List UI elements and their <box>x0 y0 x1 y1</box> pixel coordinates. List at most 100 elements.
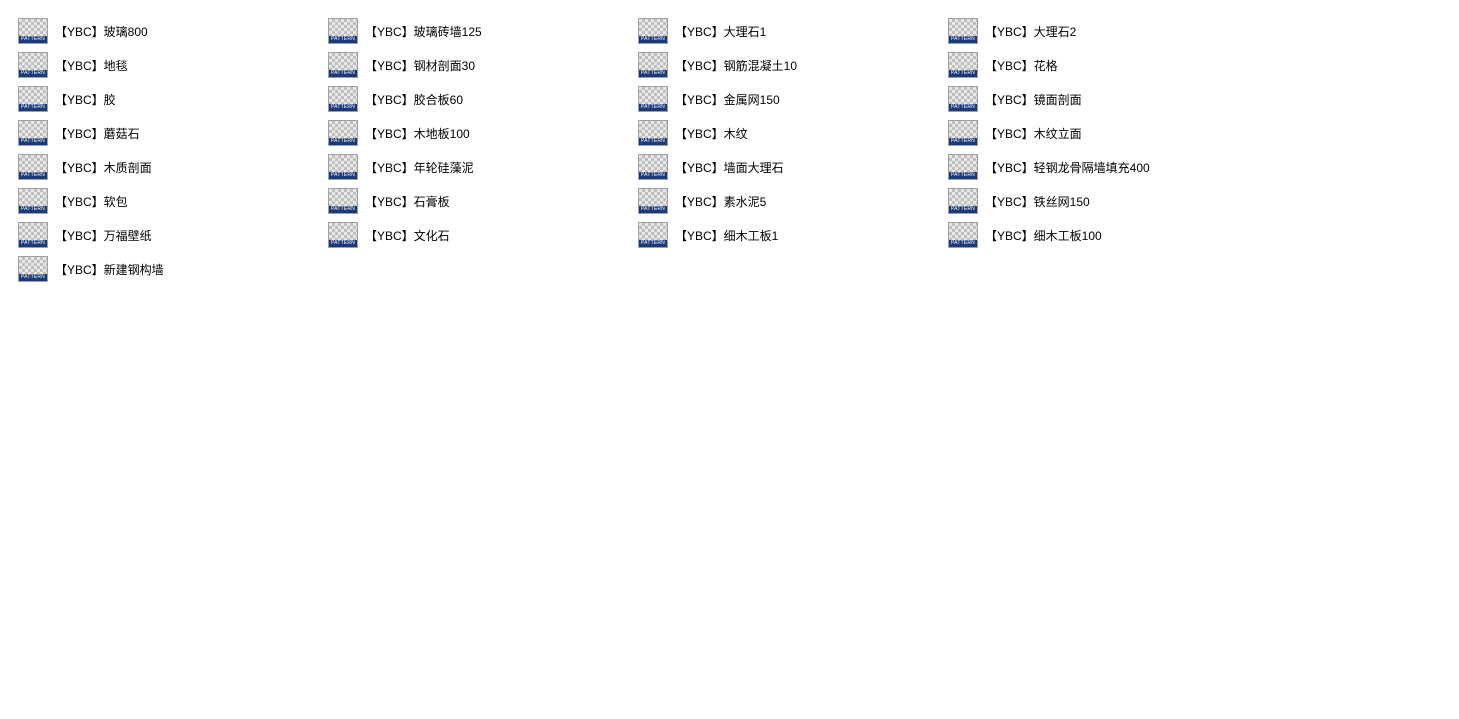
icon-badge: PATTERN <box>19 240 47 247</box>
pattern-icon: PATTERN <box>18 18 48 44</box>
pattern-item[interactable]: PATTERN 【YBC】铁丝网150 <box>948 184 1258 218</box>
checker-swatch <box>329 53 357 70</box>
checker-swatch <box>19 19 47 36</box>
pattern-item-label: 【YBC】木纹 <box>675 125 748 142</box>
checker-swatch <box>639 223 667 240</box>
pattern-item[interactable]: PATTERN 【YBC】石膏板 <box>328 184 638 218</box>
pattern-item[interactable]: PATTERN【YBC】胶 <box>18 82 328 116</box>
empty-cell <box>328 252 638 286</box>
pattern-item[interactable]: PATTERN 【YBC】木地板100 <box>328 116 638 150</box>
pattern-item-label: 【YBC】细木工板100 <box>985 227 1102 244</box>
checker-swatch <box>19 223 47 240</box>
pattern-icon: PATTERN <box>638 120 668 146</box>
pattern-item[interactable]: PATTERN【YBC】金属网150 <box>638 82 948 116</box>
pattern-item[interactable]: PATTERN 【YBC】钢材剖面30 <box>328 48 638 82</box>
icon-badge: PATTERN <box>329 206 357 213</box>
icon-badge: PATTERN <box>329 240 357 247</box>
icon-badge: PATTERN <box>329 104 357 111</box>
pattern-icon: PATTERN <box>638 18 668 44</box>
icon-badge: PATTERN <box>639 104 667 111</box>
pattern-item[interactable]: PATTERN【YBC】胶合板60 <box>328 82 638 116</box>
icon-badge: PATTERN <box>949 138 977 145</box>
pattern-item-label: 【YBC】石膏板 <box>365 193 450 210</box>
icon-badge: PATTERN <box>639 240 667 247</box>
checker-swatch <box>19 87 47 104</box>
checker-swatch <box>639 53 667 70</box>
pattern-icon: PATTERN <box>328 52 358 78</box>
pattern-item[interactable]: PATTERN 【YBC】细木工板1 <box>638 218 948 252</box>
pattern-icon: PATTERN <box>328 18 358 44</box>
pattern-icon: PATTERN <box>328 188 358 214</box>
icon-badge: PATTERN <box>329 36 357 43</box>
pattern-item[interactable]: PATTERN 【YBC】年轮硅藻泥 <box>328 150 638 184</box>
pattern-icon: PATTERN <box>638 154 668 180</box>
pattern-grid: PATTERN【YBC】玻璃800PATTERN【YBC】玻璃砖墙125PATT… <box>0 0 1459 286</box>
pattern-item[interactable]: PATTERN【YBC】玻璃砖墙125 <box>328 14 638 48</box>
checker-swatch <box>19 121 47 138</box>
pattern-item[interactable]: PATTERN【YBC】软包 <box>18 184 328 218</box>
pattern-item-label: 【YBC】细木工板1 <box>675 227 778 244</box>
pattern-item-label: 【YBC】花格 <box>985 57 1058 74</box>
pattern-item-label: 【YBC】木地板100 <box>365 125 470 142</box>
pattern-item[interactable]: PATTERN【YBC】镜面剖面 <box>948 82 1258 116</box>
pattern-icon: PATTERN <box>638 222 668 248</box>
checker-swatch <box>329 189 357 206</box>
pattern-icon: PATTERN <box>948 86 978 112</box>
checker-swatch <box>949 121 977 138</box>
pattern-item[interactable]: PATTERN 【YBC】玻璃800 <box>18 14 328 48</box>
pattern-item-label: 【YBC】软包 <box>55 193 128 210</box>
pattern-icon: PATTERN <box>948 188 978 214</box>
pattern-item[interactable]: PATTERN【YBC】木质剖面 <box>18 150 328 184</box>
checker-swatch <box>639 87 667 104</box>
pattern-item[interactable]: PATTERN【YBC】蘑菇石 <box>18 116 328 150</box>
checker-swatch <box>329 223 357 240</box>
pattern-icon: PATTERN <box>328 154 358 180</box>
pattern-item[interactable]: PATTERN 【YBC】万福壁纸 <box>18 218 328 252</box>
pattern-item[interactable]: PATTERN 【YBC】大理石2 <box>948 14 1258 48</box>
icon-badge: PATTERN <box>329 138 357 145</box>
pattern-item[interactable]: PATTERN【YBC】地毯 <box>18 48 328 82</box>
pattern-item[interactable]: PATTERN 【YBC】木纹 <box>638 116 948 150</box>
pattern-icon: PATTERN <box>328 86 358 112</box>
pattern-item[interactable]: PATTERN【YBC】文化石 <box>328 218 638 252</box>
pattern-item-label: 【YBC】万福壁纸 <box>55 227 152 244</box>
pattern-item-label: 【YBC】大理石1 <box>675 23 766 40</box>
pattern-item[interactable]: PATTERN 【YBC】墙面大理石 <box>638 150 948 184</box>
icon-badge: PATTERN <box>19 274 47 281</box>
icon-badge: PATTERN <box>949 240 977 247</box>
icon-badge: PATTERN <box>19 138 47 145</box>
pattern-item-label: 【YBC】木纹立面 <box>985 125 1082 142</box>
pattern-item-label: 【YBC】玻璃800 <box>55 23 148 40</box>
pattern-item[interactable]: PATTERN【YBC】花格 <box>948 48 1258 82</box>
empty-cell <box>948 252 1258 286</box>
icon-badge: PATTERN <box>949 104 977 111</box>
pattern-item[interactable]: PATTERN 【YBC】木纹立面 <box>948 116 1258 150</box>
pattern-item[interactable]: PATTERN【YBC】新建钢构墙 <box>18 252 328 286</box>
pattern-icon: PATTERN <box>638 86 668 112</box>
icon-badge: PATTERN <box>949 36 977 43</box>
pattern-icon: PATTERN <box>18 154 48 180</box>
pattern-item-label: 【YBC】墙面大理石 <box>675 159 784 176</box>
pattern-item[interactable]: PATTERN 【YBC】细木工板100 <box>948 218 1258 252</box>
pattern-item[interactable]: PATTERN【YBC】素水泥5 <box>638 184 948 218</box>
pattern-icon: PATTERN <box>948 154 978 180</box>
pattern-item-label: 【YBC】年轮硅藻泥 <box>365 159 474 176</box>
checker-swatch <box>329 155 357 172</box>
pattern-icon: PATTERN <box>328 120 358 146</box>
pattern-item[interactable]: PATTERN 【YBC】大理石1 <box>638 14 948 48</box>
pattern-item[interactable]: PATTERN【YBC】轻钢龙骨隔墙填充400 <box>948 150 1258 184</box>
pattern-item-label: 【YBC】大理石2 <box>985 23 1076 40</box>
icon-badge: PATTERN <box>639 36 667 43</box>
pattern-icon: PATTERN <box>18 52 48 78</box>
pattern-item-label: 【YBC】胶 <box>55 91 116 108</box>
pattern-item-label: 【YBC】钢材剖面30 <box>365 57 475 74</box>
icon-badge: PATTERN <box>329 172 357 179</box>
checker-swatch <box>949 19 977 36</box>
pattern-item-label: 【YBC】铁丝网150 <box>985 193 1090 210</box>
pattern-item-label: 【YBC】素水泥5 <box>675 193 766 210</box>
pattern-item[interactable]: PATTERN【YBC】钢筋混凝土10 <box>638 48 948 82</box>
icon-badge: PATTERN <box>19 172 47 179</box>
icon-badge: PATTERN <box>329 70 357 77</box>
pattern-icon: PATTERN <box>948 120 978 146</box>
pattern-icon: PATTERN <box>18 222 48 248</box>
